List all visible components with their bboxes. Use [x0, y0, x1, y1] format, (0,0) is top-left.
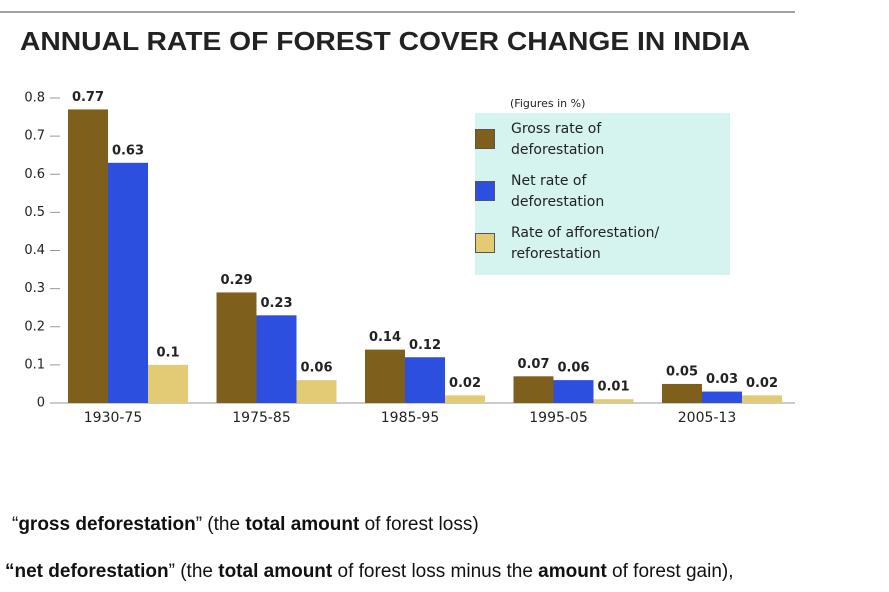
y-tick-label: 0.7 — [24, 129, 45, 144]
legend-label: Rate of afforestation/ reforestation — [511, 225, 660, 262]
legend-item: Rate of afforestation/ reforestation — [475, 223, 720, 275]
caption-text: of forest loss minus the — [332, 561, 539, 582]
caption-text: gross deforestation — [18, 514, 196, 535]
data-label: 0.02 — [746, 376, 778, 391]
note: (Figures in %) — [510, 97, 585, 110]
bar — [405, 357, 445, 403]
bar — [445, 395, 485, 403]
data-label: 0.07 — [517, 357, 549, 372]
y-tick-label: 0.2 — [24, 319, 45, 334]
bar — [256, 315, 297, 403]
data-label: 0.14 — [369, 330, 401, 345]
caption-text: “ — [12, 514, 19, 535]
bar — [553, 380, 594, 403]
data-label: 0.05 — [666, 364, 698, 379]
y-tick-label: 0.3 — [24, 281, 45, 296]
legend: Gross rate of deforestation Net rate of d… — [475, 113, 730, 275]
x-tick-label: 1975-85 — [232, 410, 291, 426]
legend-label: Net rate of deforestation — [511, 173, 605, 210]
legend-item: Net rate of deforestation — [475, 171, 720, 223]
caption-text: total amount — [218, 561, 333, 582]
data-label: 0.06 — [557, 361, 589, 376]
legend-swatch — [475, 233, 495, 253]
caption-text: of forest loss) — [359, 514, 479, 535]
bar — [513, 376, 554, 403]
data-label: 0.77 — [72, 90, 104, 105]
y-tick-label: 0.5 — [24, 205, 45, 220]
legend-swatch — [475, 129, 495, 149]
data-label: 0.02 — [449, 376, 481, 391]
caption-line: “gross deforestation” (the total amount … — [12, 514, 479, 536]
bar — [702, 391, 742, 403]
bar — [108, 162, 148, 403]
y-tick-label: 0.6 — [24, 167, 45, 182]
caption-text: ” (the — [195, 514, 246, 535]
y-tick-label: 0 — [37, 396, 45, 411]
bar — [296, 380, 337, 403]
data-label: 0.63 — [112, 143, 144, 158]
bar — [148, 364, 188, 403]
bar — [216, 292, 257, 403]
caption-text: ” (the — [168, 561, 219, 582]
caption-text: of forest gain), — [606, 561, 734, 582]
data-label: 0.03 — [706, 372, 738, 387]
caption-text: amount — [538, 561, 607, 582]
data-label: 0.29 — [220, 273, 252, 288]
data-label: 0.06 — [300, 361, 332, 376]
bar — [593, 399, 634, 403]
bar — [742, 395, 782, 403]
bar — [68, 109, 108, 403]
data-label: 0.23 — [260, 296, 292, 311]
x-tick-label: 1995-05 — [529, 410, 588, 426]
bar — [365, 349, 405, 403]
data-label: 0.12 — [409, 338, 441, 353]
legend-label: Gross rate of deforestation — [511, 121, 605, 158]
caption-text: “net deforestation — [5, 561, 169, 582]
chart-title: ANNUAL RATE OF FOREST COVER CHANGE IN IN… — [20, 26, 750, 56]
y-tick-label: 0.8 — [24, 91, 45, 106]
y-tick-label: 0.4 — [24, 243, 45, 258]
x-tick-label: 2005-13 — [678, 410, 737, 426]
x-tick-label: 1985-95 — [381, 410, 440, 426]
legend-item: Gross rate of deforestation — [475, 119, 720, 171]
caption-text: total amount — [245, 514, 360, 535]
caption-line: “net deforestation” (the total amount of… — [5, 561, 734, 583]
bar — [662, 383, 702, 403]
y-tick-label: 0.1 — [24, 357, 45, 372]
data-label: 0.1 — [156, 345, 179, 360]
legend-swatch — [475, 181, 495, 201]
data-label: 0.01 — [597, 380, 629, 395]
x-tick-label: 1930-75 — [84, 410, 143, 426]
